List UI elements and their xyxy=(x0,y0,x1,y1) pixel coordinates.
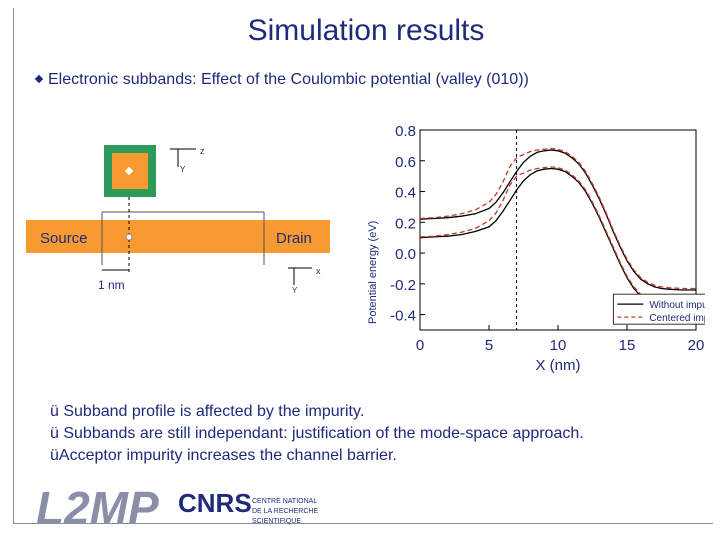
axis-y-top-label: Y xyxy=(180,165,186,174)
y-tick-label: -0.4 xyxy=(390,308,416,325)
channel-bar xyxy=(26,220,330,253)
y-tick-label: -0.2 xyxy=(390,277,416,294)
x-axis-label: X (nm) xyxy=(536,357,581,374)
bullet-heading: Electronic subbands: Effect of the Coulo… xyxy=(34,71,529,89)
y-tick-label: 0.4 xyxy=(395,185,416,202)
logos: L2MP CNRS CENTRE NATIONAL DE LA RECHERCH… xyxy=(36,482,318,534)
cnrs-logo: CNRS xyxy=(178,488,252,518)
conclusion-item: üAcceptor impurity increases the channel… xyxy=(50,447,397,464)
y-tick-label: 0.0 xyxy=(395,246,416,263)
impurity-dot xyxy=(125,233,133,241)
cnrs-line-1: CENTRE NATIONAL xyxy=(252,498,317,505)
y-tick-label: 0.6 xyxy=(395,154,416,171)
y-tick-label: 0.2 xyxy=(395,215,416,232)
bullet-text: Electronic subbands: Effect of the Coulo… xyxy=(48,71,529,88)
slide-frame-left xyxy=(13,8,14,524)
slide-frame-bottom xyxy=(13,523,713,524)
x-tick-label: 10 xyxy=(550,337,567,354)
scale-label: 1 nm xyxy=(98,278,125,292)
y-axis-label: Potential energy (eV) xyxy=(367,221,379,324)
device-schematic: z Y Source Drain 1 nm x Y xyxy=(26,145,330,295)
conclusion-item: ü Subbands are still independant: justif… xyxy=(50,425,584,442)
legend-box xyxy=(612,293,705,325)
legend-label: Without impurity xyxy=(649,300,705,311)
axis-z-label: z xyxy=(200,146,205,156)
bullet-diamond-icon xyxy=(34,74,44,84)
axis-x-label: x xyxy=(316,266,321,276)
chart-legend: Without impurity Centered impurity xyxy=(612,293,705,325)
axis-y-bottom-label: Y xyxy=(292,286,298,295)
y-tick-label: 0.8 xyxy=(395,123,416,140)
cnrs-line-2: DE LA RECHERCHE xyxy=(252,508,318,515)
series-line-3 xyxy=(419,166,696,307)
legend-label: Centered impurity xyxy=(649,313,705,324)
slide-title: Simulation results xyxy=(247,14,485,47)
series-line-1 xyxy=(419,167,696,308)
cnrs-line-3: SCIENTIFIQUE xyxy=(252,518,301,525)
drain-label: Drain xyxy=(276,230,312,247)
x-tick-label: 5 xyxy=(485,337,493,354)
series-line-0 xyxy=(419,149,696,291)
x-tick-label: 20 xyxy=(688,337,705,354)
x-tick-label: 15 xyxy=(619,337,636,354)
conclusions-list: ü Subband profile is affected by the imp… xyxy=(50,401,584,467)
potential-chart: 0.8 0.6 0.4 0.2 0.0 -0.2 -0.4 0 5 10 15 20 Without… xyxy=(367,123,705,374)
source-label: Source xyxy=(40,230,88,247)
x-tick-label: 0 xyxy=(416,337,424,354)
conclusion-item: ü Subband profile is affected by the imp… xyxy=(50,403,365,420)
l2mp-logo: L2MP xyxy=(36,482,159,534)
